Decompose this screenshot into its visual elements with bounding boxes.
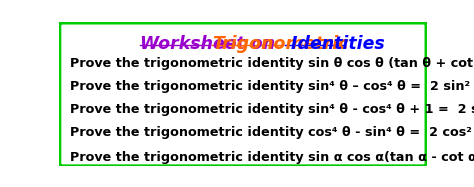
Text: Worksheet on: Worksheet on bbox=[140, 35, 281, 53]
Text: Prove the trigonometric identity sin α cos α(tan α - cot α) = 2 sin² α - 1: Prove the trigonometric identity sin α c… bbox=[70, 151, 474, 164]
Text: Prove the trigonometric identity cos⁴ θ - sin⁴ θ =  2 cos² θ – 1: Prove the trigonometric identity cos⁴ θ … bbox=[70, 126, 474, 139]
Text: Prove the trigonometric identity sin⁴ θ – cos⁴ θ =  2 sin² θ – 1: Prove the trigonometric identity sin⁴ θ … bbox=[70, 80, 474, 93]
Text: Trigonometric: Trigonometric bbox=[212, 35, 349, 53]
Text: Identities: Identities bbox=[285, 35, 384, 53]
Text: Prove the trigonometric identity sin θ cos θ (tan θ + cot θ) = 1.: Prove the trigonometric identity sin θ c… bbox=[70, 57, 474, 70]
FancyBboxPatch shape bbox=[59, 22, 427, 166]
Text: Prove the trigonometric identity sin⁴ θ - cos⁴ θ + 1 =  2 sin² θ: Prove the trigonometric identity sin⁴ θ … bbox=[70, 103, 474, 116]
